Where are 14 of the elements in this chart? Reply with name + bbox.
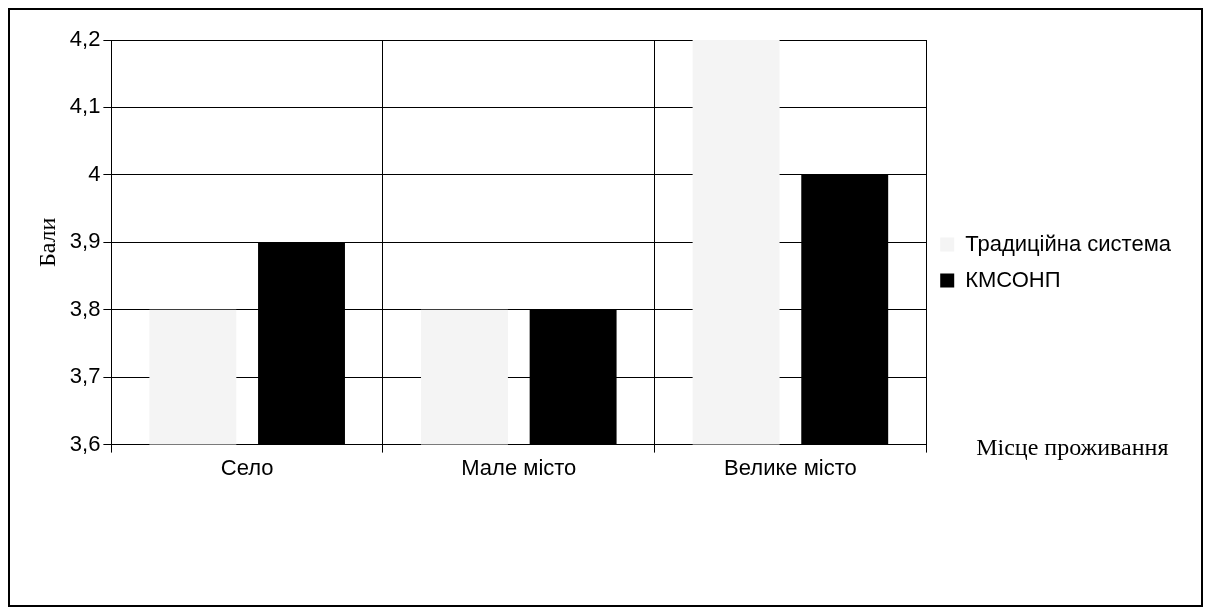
y-tick-label: 4,1 [69,93,101,119]
y-tick-label: 3,7 [69,363,101,389]
x-axis-title: Місце проживання [976,433,1169,460]
x-tick-label: Село [220,454,274,480]
y-tick-label: 3,6 [69,430,101,456]
y-tick-label: 4,2 [69,26,101,52]
x-tick-label: Мале місто [461,454,577,480]
legend-label: КМСОНП [965,266,1061,292]
y-tick-label: 4 [88,160,101,186]
legend-label: Традиційна система [965,230,1172,256]
x-tick-label: Велике місто [724,454,857,480]
y-tick-label: 3,8 [69,295,101,321]
y-tick-label: 3,9 [69,228,101,254]
y-axis-title: Бали [33,217,60,268]
